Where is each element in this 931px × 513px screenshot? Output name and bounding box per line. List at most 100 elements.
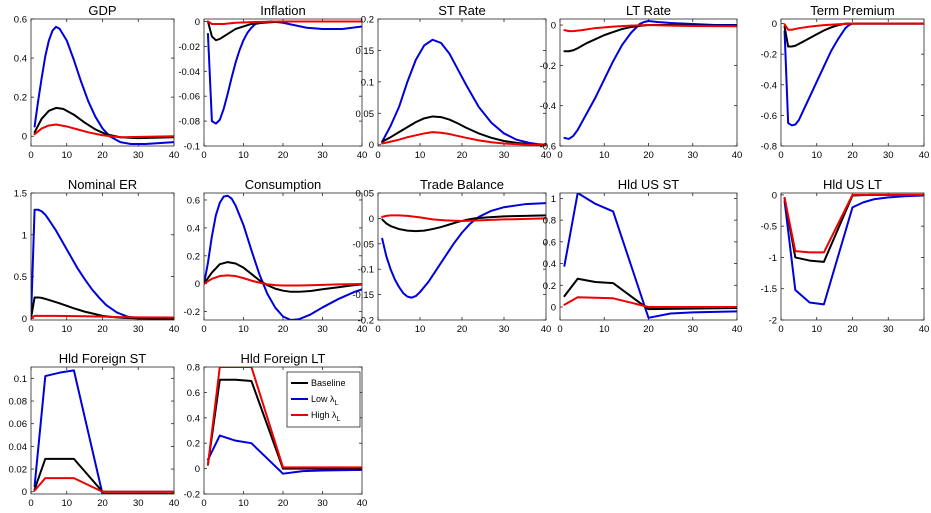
y-tick-label: 0.1 [361,77,374,88]
axes-frame [30,366,175,495]
y-tick-label: 0.2 [14,93,27,104]
y-tick-label: 0.5 [14,272,27,283]
x-tick-label: 40 [919,324,930,335]
y-tick-label: -0.02 [178,42,200,53]
series-line-low [563,20,737,140]
x-tick-label: 20 [97,150,108,161]
y-tick-label: -0.6 [761,111,777,122]
y-tick-label: 0.4 [187,413,200,424]
x-tick-label: 40 [541,324,552,335]
plot-area [378,193,546,320]
x-tick-label: 30 [317,324,328,335]
x-tick-label: 30 [499,324,510,335]
series-line-low [204,194,362,320]
panel-title: Hld Foreign ST [59,351,146,366]
x-tick-label: 0 [375,324,380,335]
x-tick-label: 40 [541,150,552,161]
series-line-high [206,20,362,25]
x-tick-label: 40 [732,150,743,161]
x-tick-label: 10 [61,324,72,335]
x-tick-label: 30 [687,150,698,161]
x-tick-label: 20 [97,498,108,509]
x-tick-label: 30 [133,324,144,335]
series-line-baseline [563,277,737,311]
series-line-low [206,434,362,475]
y-tick-label: 0 [22,314,27,325]
series-line-low [783,194,924,306]
y-tick-label: 0.2 [361,15,374,26]
x-tick-label: 30 [133,498,144,509]
axes-frame [780,192,925,321]
series-line-low [206,20,362,125]
y-tick-label: -1.5 [761,284,777,295]
y-tick-label: -0.8 [761,142,777,153]
x-tick-label: 40 [919,150,930,161]
series-line-low [381,38,546,146]
series-group [381,38,546,146]
x-tick-label: 0 [375,150,380,161]
y-tick-label: -0.2 [540,61,556,72]
y-tick-label: 0.04 [9,442,28,453]
series-group [783,193,924,306]
y-tick-label: 0.6 [543,237,556,248]
x-tick-label: 10 [61,150,72,161]
panel-title: Hld Foreign LT [240,351,325,366]
plot-area [560,19,737,146]
panel-title: Inflation [260,3,306,18]
axes-frame [780,18,925,147]
y-tick-label: 0 [772,190,777,201]
y-tick-label: 0.2 [187,251,200,262]
plot-area [781,193,924,320]
y-tick-label: -0.1 [184,142,200,153]
y-tick-label: 0 [22,132,27,143]
x-tick-label: 20 [278,150,289,161]
y-tick-label: 0.2 [543,281,556,292]
chart-panel-10: 0 10 20 30 40 0 -0.5 -1 -1.5 -2 Hld US LT [761,177,930,335]
y-tick-label: 1 [551,194,556,205]
series-line-baseline [206,378,362,470]
series-line-high [783,193,924,254]
x-tick-label: 10 [238,150,249,161]
x-tick-label: 10 [238,498,249,509]
y-tick-label: 0.4 [543,259,556,270]
plot-area [204,193,362,320]
chart-panel-9: 0 10 20 30 40 0 0.2 0.4 0.6 0.8 1 Hld US ST [543,177,743,335]
x-tick-label: 20 [457,324,468,335]
series-line-high [33,477,174,493]
series-line-high [204,274,362,287]
y-tick-label: 0 [551,21,556,32]
plot-area [31,193,174,320]
axes-frame [559,18,738,147]
x-tick-label: 40 [169,498,180,509]
x-tick-label: 0 [28,498,33,509]
x-tick-label: 20 [643,324,654,335]
plot-area [781,19,924,146]
axes-frame [203,366,363,495]
y-tick-label: 0 [772,19,777,30]
panel-title: LT Rate [626,3,671,18]
axes-frame [377,192,547,321]
x-tick-label: 20 [643,150,654,161]
y-tick-label: -0.4 [761,80,777,91]
x-tick-label: 10 [599,150,610,161]
y-tick-label: 0.2 [187,439,200,450]
series-line-low [33,369,174,494]
axes-frame [30,18,175,147]
y-tick-label: 0.06 [9,419,28,430]
plot-area [560,193,737,320]
x-tick-label: 40 [357,498,368,509]
y-tick-label: -0.06 [178,92,200,103]
series-group [563,20,737,140]
x-tick-label: 20 [457,150,468,161]
x-tick-label: 10 [811,324,822,335]
panel-title: GDP [88,3,116,18]
axes-frame [30,192,175,321]
y-tick-label: 0 [369,140,374,151]
x-tick-label: 0 [557,324,562,335]
panel-title: ST Rate [438,3,485,18]
y-tick-label: -0.4 [540,101,556,112]
x-tick-label: 30 [133,150,144,161]
x-tick-label: 10 [238,324,249,335]
